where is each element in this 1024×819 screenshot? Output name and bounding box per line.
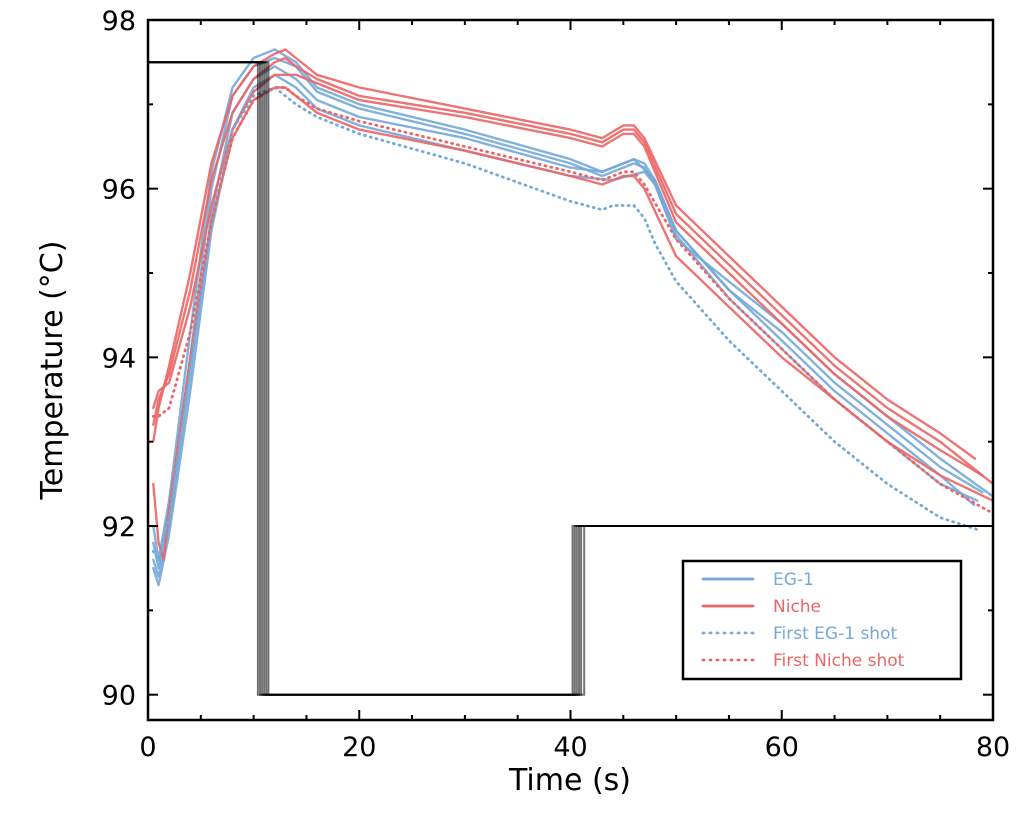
y-tick-label-92: 92 [102,512,136,543]
x-axis-title: Time (s) [508,763,631,798]
x-tick-label-0: 0 [139,732,156,763]
series-line-niche-6 [152,73,984,477]
setpoint-layer [148,61,993,696]
x-tick-label-80: 80 [976,732,1010,763]
x-tick-label-60: 60 [765,732,799,763]
series-line-first-eg1-8 [151,86,981,562]
series-line-eg1-0 [152,48,976,561]
series-layer [151,48,993,587]
series-line-eg1-2 [152,65,984,578]
y-axis-title: Temperature (°C) [35,241,70,501]
legend-label-1: Niche [773,597,821,617]
y-tick-label-90: 90 [102,681,136,712]
legend: EG-1 Niche First EG-1 shot First Niche shot [681,559,963,681]
setpoint-step-5 [148,61,993,696]
series-line-niche-7 [152,86,993,561]
series-line-niche-4 [152,48,977,460]
tick-layer: 0 20 40 60 80 90 92 94 96 98 [102,6,1011,763]
legend-label-0: EG-1 [773,570,814,590]
series-line-eg1-1 [152,56,979,570]
y-tick-label-96: 96 [102,175,136,206]
x-tick-label-40: 40 [553,732,587,763]
series-line-first-niche-9 [151,86,993,515]
series-line-niche-5 [152,56,993,486]
y-tick-label-98: 98 [102,6,136,37]
legend-label-2: First EG-1 shot [773,624,897,644]
legend-box [681,559,963,681]
y-tick-label-94: 94 [102,343,136,374]
legend-label-3: First Niche shot [773,651,905,671]
series-line-eg1-3 [152,73,993,587]
x-tick-label-20: 20 [342,732,376,763]
